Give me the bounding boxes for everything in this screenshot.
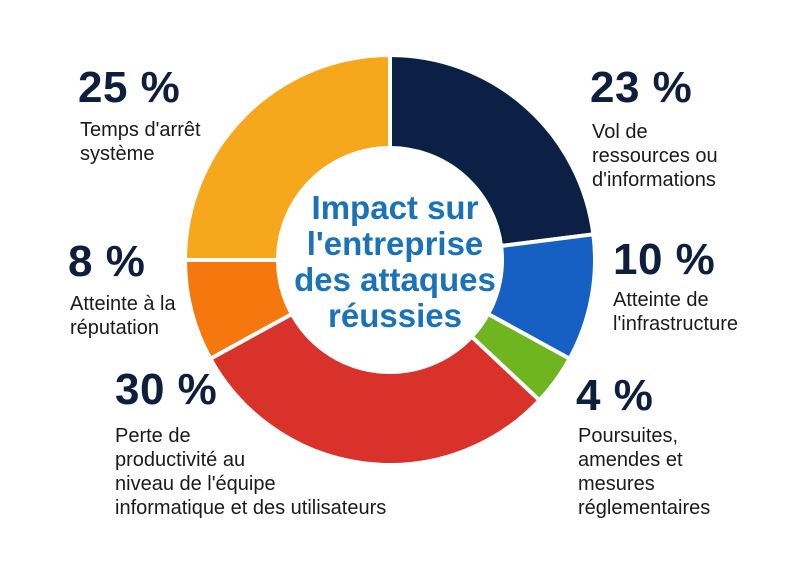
category-label-temps-arret: Temps d'arrêt système <box>80 119 201 165</box>
category-label-infrastructure: Atteinte de l'infrastructure <box>613 289 738 335</box>
category-label-reputation: Atteinte à la réputation <box>70 293 176 339</box>
slice-perte-productivite <box>208 311 542 467</box>
chart-title: Impact sur l'entreprise des attaques réu… <box>294 189 496 334</box>
value-label-reputation: 8 % <box>68 237 146 286</box>
value-label-temps-arret: 25 % <box>78 63 181 112</box>
category-label-perte-productivite: Perte de productivité au niveau de l'équ… <box>115 425 387 519</box>
value-label-poursuites: 4 % <box>576 371 654 420</box>
slice-temps-arret <box>183 53 392 262</box>
value-label-perte-productivite: 30 % <box>115 365 218 414</box>
value-label-infrastructure: 10 % <box>613 235 716 284</box>
category-label-vol-ressources: Vol de ressources ou d'informations <box>592 121 718 191</box>
value-label-vol-ressources: 23 % <box>590 63 693 112</box>
category-label-poursuites: Poursuites, amendes et mesures réglement… <box>578 425 711 519</box>
slice-vol-ressources <box>388 53 596 248</box>
donut-slices <box>183 53 597 467</box>
